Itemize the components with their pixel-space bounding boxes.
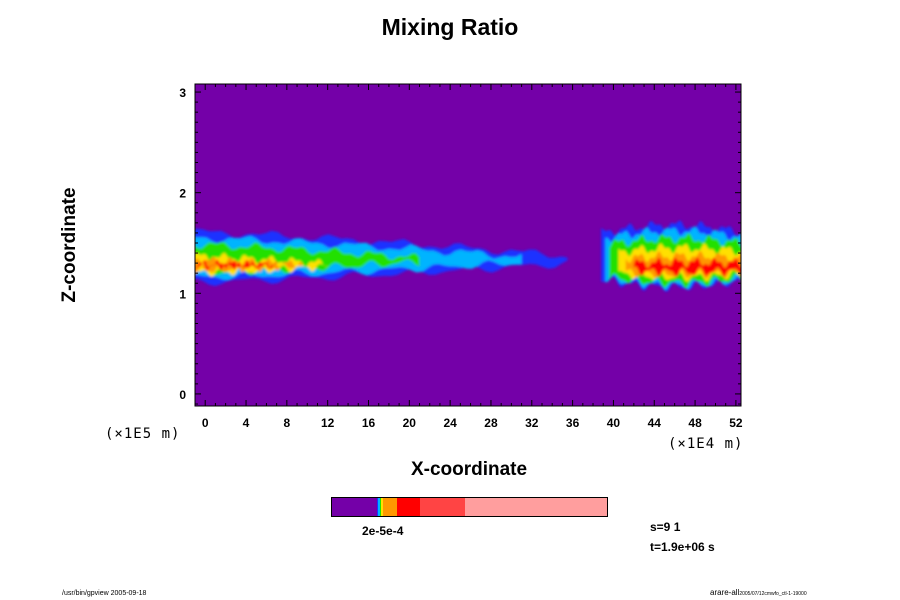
x-tick-label: 20 — [403, 416, 417, 430]
x-axis-label: X-coordinate — [410, 459, 528, 480]
x-tick-label: 8 — [284, 416, 291, 430]
colorbar-segment — [419, 498, 466, 516]
plume-right-contour — [633, 257, 741, 277]
footer-right-main: arare-all — [710, 588, 740, 597]
y-tick-label: 3 — [179, 86, 186, 100]
colorbar-segment — [378, 498, 380, 516]
info-s: s=9 1 — [650, 520, 681, 534]
x-tick-label: 0 — [202, 416, 209, 430]
x-tick-label: 32 — [525, 416, 539, 430]
colorbar — [331, 497, 608, 517]
colorbar-segment — [380, 498, 383, 516]
x-tick-label: 24 — [443, 416, 457, 430]
y-axis-label: Z-coordinate — [59, 187, 80, 303]
colorbar-segment — [382, 498, 397, 516]
x-tick-label: 16 — [362, 416, 376, 430]
plume-layer — [195, 220, 741, 292]
colorbar-segment — [377, 498, 379, 516]
y-tick-label: 1 — [179, 287, 186, 301]
x-tick-label: 44 — [648, 416, 662, 430]
plume-left-contour — [195, 259, 277, 271]
x-scale-note: (×1E4 m) — [668, 436, 744, 452]
colorbar-segment — [332, 498, 378, 516]
y-scale-note: (×1E5 m) — [105, 426, 181, 442]
colorbar-segment — [465, 498, 607, 516]
x-tick-label: 28 — [484, 416, 498, 430]
plume-right — [601, 220, 741, 292]
y-tick-label: 0 — [179, 388, 186, 402]
chart-title: Mixing Ratio — [381, 14, 519, 40]
info-t: t=1.9e+06 s — [650, 540, 715, 554]
x-tick-label: 52 — [729, 416, 743, 430]
footer-right: arare-all2005/07/12cmwfo_ctl-1-19000 — [710, 588, 807, 597]
colorbar-segment — [379, 498, 381, 516]
x-tick-label: 36 — [566, 416, 580, 430]
y-tick-label: 2 — [179, 187, 186, 201]
x-tick-label: 12 — [321, 416, 335, 430]
footer-left: /usr/bin/gpview 2005-09-18 — [62, 590, 147, 597]
x-tick-label: 48 — [688, 416, 702, 430]
footer-right-small: 2005/07/12cmwfo_ctl-1-19000 — [739, 591, 807, 597]
colorbar-tick-label: 2e-5e-4 — [362, 524, 404, 538]
plot-frame — [194, 83, 742, 407]
colorbar-segment — [396, 498, 420, 516]
plume-left — [195, 228, 568, 286]
x-tick-label: 40 — [607, 416, 621, 430]
x-tick-label: 4 — [243, 416, 250, 430]
